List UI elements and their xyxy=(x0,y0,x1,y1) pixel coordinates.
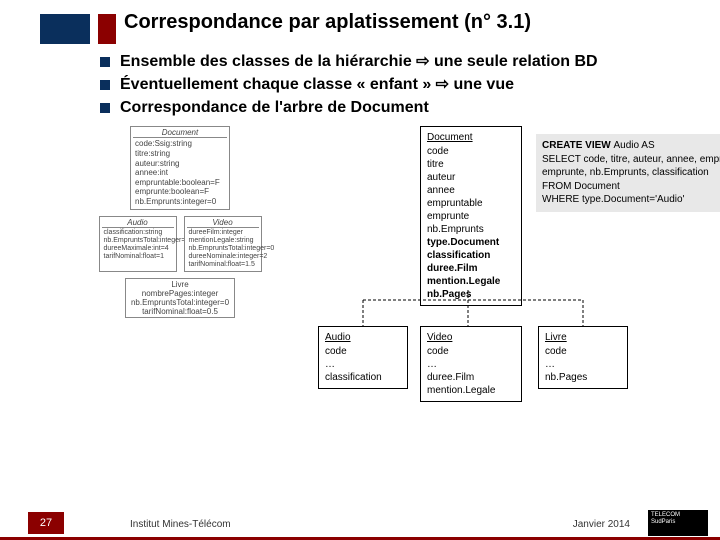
uml-class-name: Livre xyxy=(128,280,232,289)
uml-class-name: Audio xyxy=(102,218,174,228)
bullet-item: Éventuellement chaque classe « enfant » … xyxy=(100,75,670,96)
uml-fields: nombrePages:integer nb.EmpruntsTotal:int… xyxy=(128,289,232,316)
bullet-item: Correspondance de l'arbre de Document xyxy=(100,98,670,119)
content-area: Ensemble des classes de la hiérarchie ⇨ … xyxy=(0,44,720,406)
bullet-text: Éventuellement chaque classe « enfant » … xyxy=(120,75,514,96)
field: … xyxy=(427,358,515,371)
box-header: Document xyxy=(427,131,515,144)
footer: 27 Institut Mines-Télécom Janvier 2014 T… xyxy=(0,510,720,540)
field: classification xyxy=(325,371,401,384)
uml-class-name: Video xyxy=(187,218,259,228)
field: code xyxy=(427,145,515,158)
relation-document: Document code titre auteur annee emprunt… xyxy=(420,126,522,306)
sql-view-definition: CREATE VIEW Audio AS SELECT code, titre,… xyxy=(536,134,720,212)
field: code xyxy=(325,345,401,358)
bullet-item: Ensemble des classes de la hiérarchie ⇨ … xyxy=(100,52,670,73)
footer-institution: Institut Mines-Télécom xyxy=(130,519,231,530)
uml-fields: code:Ssig:string titre:string auteur:str… xyxy=(133,138,227,207)
uml-video: Video dureeFilm:integer mentionLegale:st… xyxy=(184,216,262,272)
uml-diagram: Document code:Ssig:string titre:string a… xyxy=(95,126,265,317)
field-bold: duree.Film xyxy=(427,262,515,275)
field: auteur xyxy=(427,171,515,184)
bullet-text: Correspondance de l'arbre de Document xyxy=(120,98,429,119)
field: mention.Legale xyxy=(427,384,515,397)
uml-class-name: Document xyxy=(133,128,227,138)
box-header: Livre xyxy=(545,331,621,344)
footer-logo: TELECOM SudParis xyxy=(648,510,708,536)
field: … xyxy=(325,358,401,371)
uml-livre: Livre nombrePages:integer nb.EmpruntsTot… xyxy=(125,278,235,318)
field-bold: mention.Legale xyxy=(427,275,515,288)
field: nb.Emprunts xyxy=(427,223,515,236)
view-livre: Livre code … nb.Pages xyxy=(538,326,628,389)
field: duree.Film xyxy=(427,371,515,384)
field: code xyxy=(545,345,621,358)
title-accent-red xyxy=(98,14,116,44)
bullet-list: Ensemble des classes de la hiérarchie ⇨ … xyxy=(100,52,670,118)
field-bold: type.Document xyxy=(427,236,515,249)
uml-document: Document code:Ssig:string titre:string a… xyxy=(130,126,230,209)
uml-fields: dureeFilm:integer mentionLegale:string n… xyxy=(187,228,259,270)
connector-lines xyxy=(318,290,628,330)
field: titre xyxy=(427,158,515,171)
field: … xyxy=(545,358,621,371)
uml-audio: Audio classification:string nb.EmpruntsT… xyxy=(99,216,177,272)
field-bold: classification xyxy=(427,249,515,262)
view-video: Video code … duree.Film mention.Legale xyxy=(420,326,522,402)
slide-title: Correspondance par aplatissement (n° 3.1… xyxy=(116,10,531,34)
bullet-marker xyxy=(100,57,110,67)
uml-fields: classification:string nb.EmpruntsTotal:i… xyxy=(102,228,174,262)
bullet-text: Ensemble des classes de la hiérarchie ⇨ … xyxy=(120,52,598,73)
diagram-area: Document code:Ssig:string titre:string a… xyxy=(100,126,670,406)
box-header: Video xyxy=(427,331,515,344)
title-accent-navy xyxy=(40,14,90,44)
view-audio: Audio code … classification xyxy=(318,326,408,389)
field: emprunte xyxy=(427,210,515,223)
field: code xyxy=(427,345,515,358)
field: nb.Pages xyxy=(545,371,621,384)
field: annee xyxy=(427,184,515,197)
slide-number: 27 xyxy=(28,512,64,534)
bullet-marker xyxy=(100,103,110,113)
title-bar: Correspondance par aplatissement (n° 3.1… xyxy=(0,0,720,44)
footer-date: Janvier 2014 xyxy=(573,519,630,530)
box-header: Audio xyxy=(325,331,401,344)
bullet-marker xyxy=(100,80,110,90)
field: empruntable xyxy=(427,197,515,210)
